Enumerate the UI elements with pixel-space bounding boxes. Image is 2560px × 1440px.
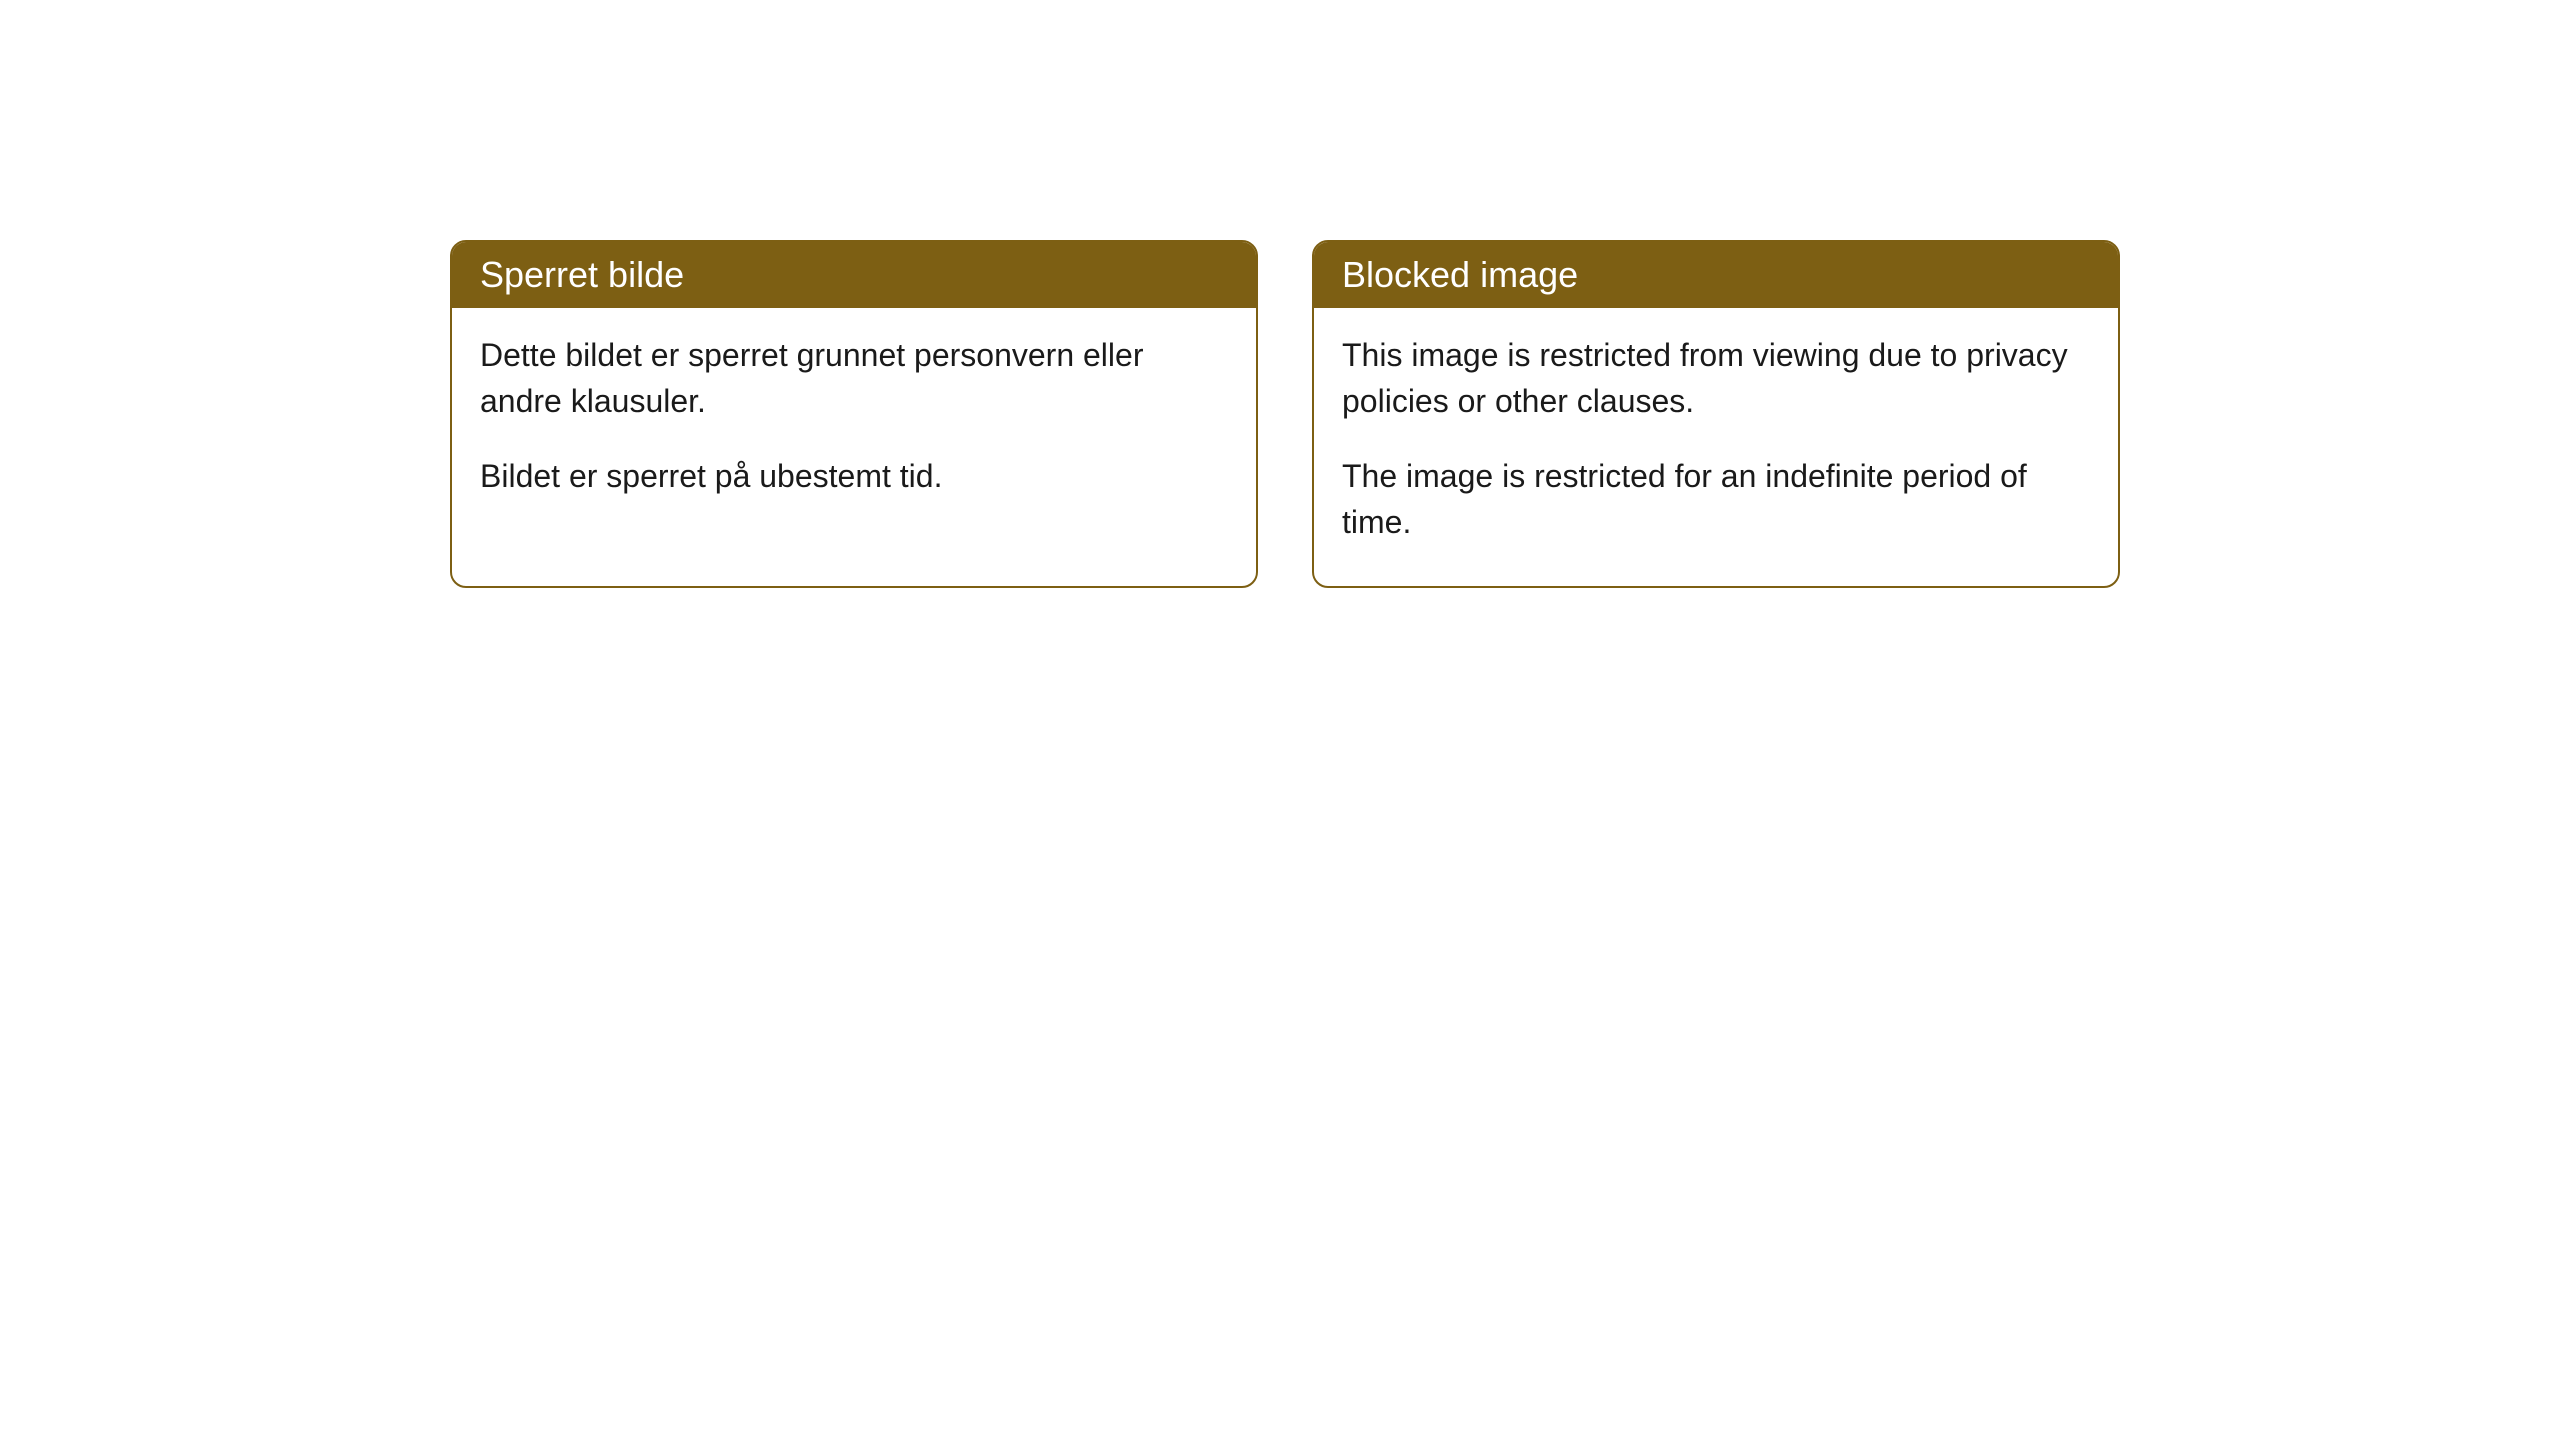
card-header-no: Sperret bilde [452,242,1256,308]
notice-container: Sperret bilde Dette bildet er sperret gr… [450,240,2120,588]
blocked-image-card-en: Blocked image This image is restricted f… [1312,240,2120,588]
blocked-image-card-no: Sperret bilde Dette bildet er sperret gr… [450,240,1258,588]
card-paragraph-no-1: Dette bildet er sperret grunnet personve… [480,332,1228,425]
card-paragraph-no-2: Bildet er sperret på ubestemt tid. [480,453,1228,499]
card-header-en: Blocked image [1314,242,2118,308]
card-title-en: Blocked image [1342,254,1578,295]
card-body-no: Dette bildet er sperret grunnet personve… [452,308,1256,539]
card-title-no: Sperret bilde [480,254,684,295]
card-paragraph-en-2: The image is restricted for an indefinit… [1342,453,2090,546]
card-paragraph-en-1: This image is restricted from viewing du… [1342,332,2090,425]
card-body-en: This image is restricted from viewing du… [1314,308,2118,586]
